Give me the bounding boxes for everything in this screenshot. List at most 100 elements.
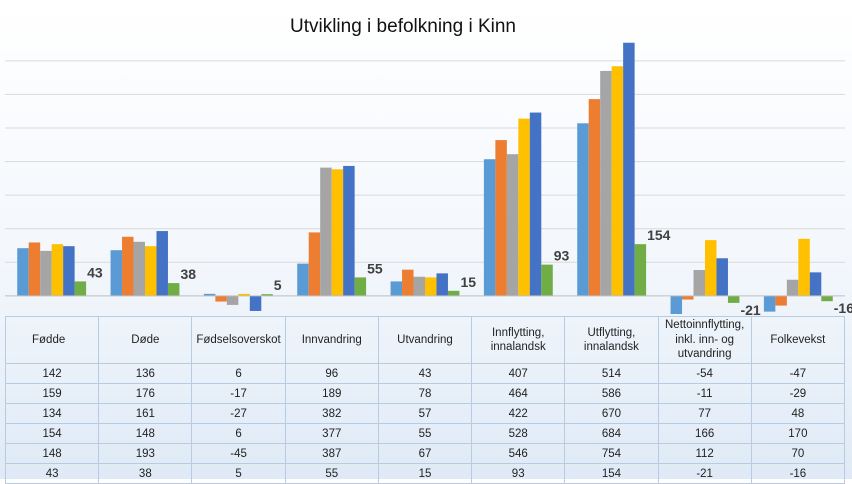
table-cell: 387 [284,443,379,464]
bar-s2-innflytting-innalandsk [495,140,507,296]
data-label-fodselsoverskot: 5 [274,277,282,293]
data-label-innvandring: 55 [367,260,383,276]
bar-s6-utflytting-innalandsk [634,244,647,296]
table-cell: 684 [564,423,659,444]
bar-s5-utvandring [436,273,448,296]
table-cell: 670 [564,403,659,424]
data-table: Fødde Døde Fødselsoverskot Innvandring Utvan… [4,316,846,484]
bar-s5-folkevekst [809,272,822,296]
bar-s2-utflytting-innalandsk [588,99,601,296]
bar-s1-utvandring [390,281,403,296]
bar-s1-fodde [17,248,29,296]
table-cell: 148 [98,423,193,444]
table-cell: 43 [377,363,473,384]
bar-s5-utflytting-innalandsk [623,42,635,296]
table-cell: 134 [4,403,100,424]
table-cell: 377 [284,423,379,444]
table-cell: 176 [98,383,193,404]
bar-s6-nettoinnflytting-inkl-inn-og-utvandring [727,295,740,303]
table-header-fodde: Fødde [4,316,100,364]
bar-s2-innvandring [308,232,321,296]
table-cell: 546 [471,443,566,464]
table-cell: 57 [377,403,473,424]
table-cell: 15 [377,463,473,484]
table-row: 43 38 5 55 15 93 154 -21 -16 [4,463,846,484]
bar-s3-nettoinnflytting-inkl-inn-og-utvandring [693,270,705,296]
bar-s2-folkevekst [775,295,787,306]
table-cell: -29 [750,383,846,404]
bar-s4-utvandring [425,277,437,296]
table-header-utflytting-innalandsk: Utflytting, innalandsk [564,316,659,364]
table-row: 159 176 -17 189 78 464 586 -11 -29 [4,383,846,404]
bar-s3-innvandring [320,167,332,296]
bar-s6-innvandring [354,277,367,296]
bar-s3-fodselsoverskot [226,295,239,305]
bar-s6-fodde [74,281,87,296]
chart-title: Utvikling i befolkning i Kinn [289,16,516,37]
table-header-innflytting-innalandsk: Innflytting, innalandsk [471,316,566,364]
table-cell: 142 [4,363,100,384]
table-header-fodselsoverskot: Fødselsoverskot [191,316,286,364]
bar-s6-folkevekst [821,295,833,302]
bar-s4-utflytting-innalandsk [611,66,624,296]
bar-s5-fodde [63,246,75,296]
table-cell: 55 [377,423,473,444]
table-cell: 55 [284,463,379,484]
table-cell: 5 [191,463,286,484]
table-header-innvandring: Innvandring [284,316,379,364]
bar-s4-innflytting-innalandsk [518,118,530,296]
bar-s3-innflytting-innalandsk [506,154,519,296]
table-cell: 586 [564,383,659,404]
table-cell: 161 [98,403,193,424]
data-label-dode: 38 [180,266,196,282]
bar-s2-utvandring [402,269,414,296]
table-cell: 193 [98,443,193,464]
table-cell: 514 [564,363,659,384]
bar-s3-folkevekst [786,279,799,296]
bar-s1-innvandring [297,263,309,296]
table-cell: -27 [191,403,286,424]
table-cell: 77 [657,403,752,424]
table-cell: 382 [284,403,379,424]
bar-s2-fodde [28,242,41,296]
table-cell: 170 [750,423,846,444]
bar-s5-nettoinnflytting-inkl-inn-og-utvandring [716,258,728,296]
data-label-folkevekst: -16 [834,300,852,316]
table-cell: 67 [377,443,473,464]
bar-s2-nettoinnflytting-inkl-inn-og-utvandring [682,295,694,300]
table-cell: 96 [284,363,379,384]
bar-s3-dode [133,241,145,296]
table-cell: 154 [4,423,100,444]
table-cell: 38 [98,463,193,484]
bar-s3-utflytting-innalandsk [600,70,612,296]
table-cell: 78 [377,383,473,404]
table-cell: -17 [191,383,286,404]
table-cell: -16 [750,463,846,484]
bar-s4-fodselsoverskot [238,293,250,296]
table-cell: -47 [750,363,846,384]
table-cell: 136 [98,363,193,384]
table-cell: -11 [657,383,752,404]
bar-s5-dode [156,231,168,296]
table-header-dode: Døde [98,316,193,364]
bar-s1-folkevekst [763,295,776,312]
data-table-header: Fødde Døde Fødselsoverskot Innvandring Utvan… [4,316,846,364]
table-header-folkevekst: Folkevekst [750,316,846,364]
bar-s4-dode [145,246,157,296]
table-cell: 407 [471,363,566,384]
table-header-utvandring: Utvandring [377,316,473,364]
bar-s5-innvandring [343,165,355,296]
bar-s6-dode [167,283,180,296]
data-label-utvandring: 15 [460,274,476,290]
table-cell: 154 [564,463,659,484]
data-label-fodde: 43 [87,264,103,280]
bar-s6-innflytting-innalandsk [541,264,553,296]
table-cell: 189 [284,383,379,404]
bar-s3-utvandring [413,276,425,296]
table-cell: 166 [657,423,752,444]
bar-s3-fodde [40,250,52,296]
bar-s1-dode [110,250,123,296]
bar-s6-utvandring [447,290,460,296]
